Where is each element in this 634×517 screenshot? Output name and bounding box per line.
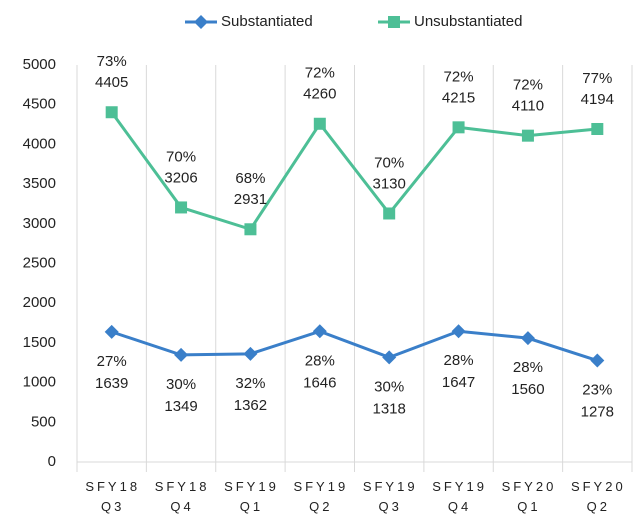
marker [175, 201, 188, 214]
share-label: 28% [513, 359, 543, 376]
x-tick-label: SFY18 Q4 [155, 479, 210, 514]
marker [452, 121, 465, 134]
value-label: 4260 [303, 86, 336, 103]
value-label: 4194 [581, 91, 614, 108]
marker [243, 346, 258, 361]
value-label: 1362 [234, 397, 267, 414]
share-label: 72% [444, 68, 474, 85]
share-label: 73% [97, 53, 127, 70]
x-tick-label: SFY19 Q1 [224, 479, 279, 514]
marker [521, 129, 534, 142]
share-label: 23% [582, 381, 612, 398]
marker [382, 350, 397, 365]
marker [105, 106, 118, 119]
marker [520, 331, 535, 346]
series-line [111, 329, 598, 362]
value-label: 1639 [95, 375, 128, 392]
share-label: 30% [166, 376, 196, 393]
share-label: 30% [374, 378, 404, 395]
marker [313, 117, 326, 130]
share-label: 68% [235, 170, 265, 187]
value-label: 3206 [164, 169, 197, 186]
share-label: 72% [513, 77, 543, 94]
y-tick-label: 3000 [23, 215, 56, 232]
share-label: 28% [305, 352, 335, 369]
share-label: 70% [374, 154, 404, 171]
y-tick-label: 5000 [23, 56, 56, 73]
x-tick-label: SFY20 Q2 [571, 479, 626, 514]
y-tick-label: 2500 [23, 254, 56, 271]
marker [388, 16, 400, 28]
y-tick-label: 1000 [23, 374, 56, 391]
share-label: 77% [582, 70, 612, 87]
x-tick-label: SFY19 Q2 [293, 479, 348, 514]
share-label: 28% [444, 352, 474, 369]
share-label: 70% [166, 148, 196, 165]
value-label: 4110 [512, 98, 544, 115]
y-tick-label: 4500 [23, 96, 56, 113]
value-label: 1646 [303, 374, 336, 391]
value-label: 3130 [373, 175, 406, 192]
x-tick-label: SFY19 Q3 [363, 479, 418, 514]
marker [104, 324, 119, 339]
share-label: 72% [305, 65, 335, 82]
marker [244, 223, 257, 236]
x-tick-label: SFY18 Q3 [85, 479, 140, 514]
series-line [110, 111, 598, 232]
marker [451, 324, 466, 339]
marker [174, 347, 189, 362]
value-label: 2931 [234, 191, 267, 208]
y-tick-label: 1500 [23, 334, 56, 351]
marker [194, 15, 208, 29]
marker [383, 207, 396, 220]
legend-label: Unsubstantiated [414, 13, 522, 30]
marker [590, 353, 605, 368]
y-tick-label: 2000 [23, 294, 56, 311]
y-tick-label: 0 [48, 453, 56, 470]
y-tick-label: 4000 [23, 135, 56, 152]
value-label: 4215 [442, 89, 475, 106]
value-label: 4405 [95, 74, 128, 91]
value-label: 1349 [164, 398, 197, 415]
legend-label: Substantiated [221, 13, 313, 30]
value-label: 1318 [373, 400, 406, 417]
y-tick-label: 500 [31, 413, 56, 430]
value-label: 1278 [581, 403, 614, 420]
share-label: 32% [235, 375, 265, 392]
x-tick-label: SFY19 Q4 [432, 479, 487, 514]
value-label: 1647 [442, 374, 475, 391]
share-label: 27% [97, 353, 127, 370]
marker [312, 324, 327, 339]
marker [591, 122, 604, 135]
value-label: 1560 [511, 381, 544, 398]
y-tick-label: 3500 [23, 175, 56, 192]
x-tick-label: SFY20 Q1 [502, 479, 557, 514]
